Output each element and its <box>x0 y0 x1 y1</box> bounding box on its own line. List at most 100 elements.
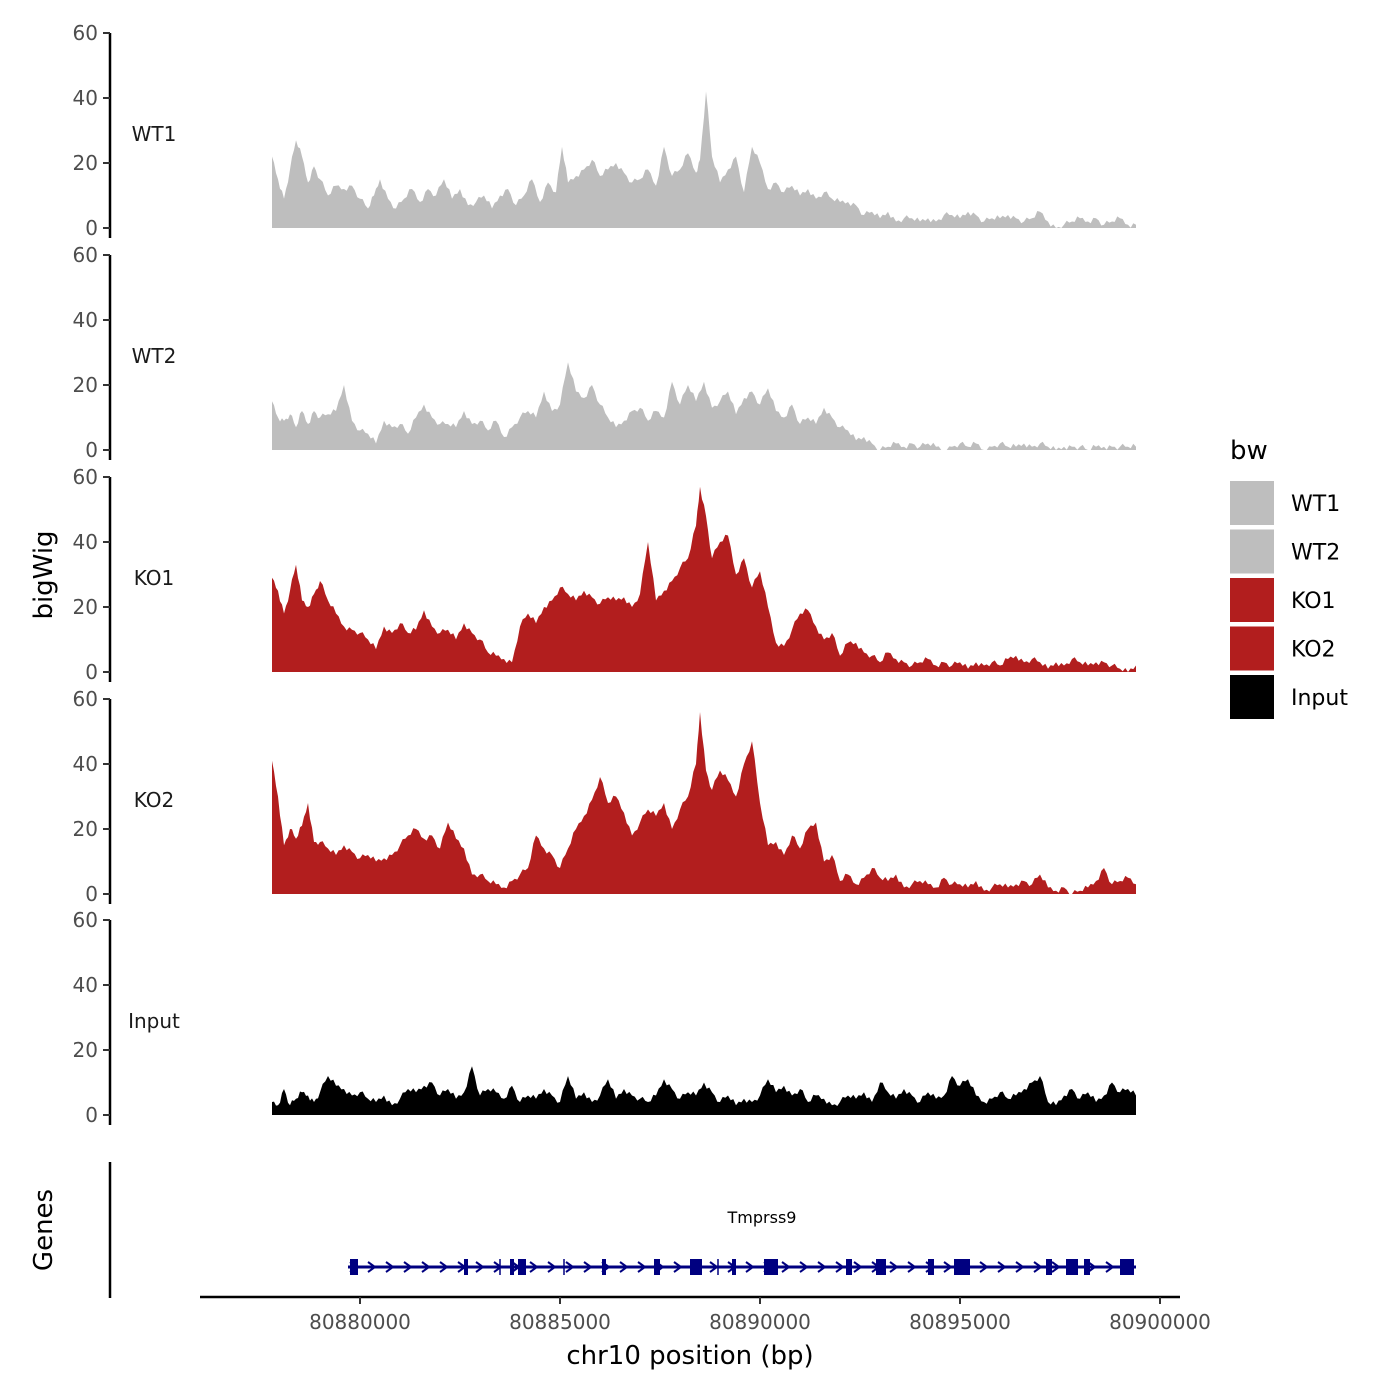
y-tick-label: 40 <box>73 973 98 997</box>
strand-arrow <box>529 1261 539 1273</box>
gene-exon <box>510 1259 514 1275</box>
gene-exon <box>1084 1259 1090 1275</box>
y-tick-label: 60 <box>73 687 98 711</box>
gene-exon <box>1120 1259 1134 1275</box>
gene-exon <box>1046 1259 1052 1275</box>
gene-exon <box>464 1259 468 1275</box>
track-label-wt2: WT2 <box>132 344 177 368</box>
gene-exon <box>732 1259 736 1275</box>
gene-exon <box>602 1259 606 1275</box>
tracks-layer: 0 20 40 60 WT1 0 20 40 60 WT2 0 20 40 60 KO1 0 20 40 60 KO2… <box>73 21 1136 1127</box>
strand-arrow <box>1105 1261 1115 1273</box>
track-ko2: 0 20 40 60 KO2 <box>73 687 1136 906</box>
gene-exon <box>764 1259 778 1275</box>
legend-label-ko2: KO2 <box>1291 638 1336 663</box>
strand-arrow <box>403 1261 413 1273</box>
y-tick-label: 20 <box>73 1038 98 1062</box>
y-tick-label: 40 <box>73 86 98 110</box>
y-tick-label: 0 <box>85 216 98 240</box>
track-label-input: Input <box>128 1009 180 1033</box>
strand-arrow <box>439 1261 449 1273</box>
gene-name-label: Tmprss9 <box>727 1208 797 1227</box>
strand-arrow <box>619 1261 629 1273</box>
legend-swatch-ko2 <box>1230 626 1274 671</box>
y-tick-label: 40 <box>73 308 98 332</box>
legend-swatch-input <box>1230 675 1274 719</box>
strand-arrow <box>853 1261 863 1273</box>
x-axis: 80880000 80885000 80890000 80895000 80900000 <box>200 1295 1211 1334</box>
gene-exon <box>846 1259 852 1275</box>
gene-exon <box>928 1259 934 1275</box>
x-tick-label: 80880000 <box>309 1310 411 1334</box>
x-tick-label: 80890000 <box>709 1310 811 1334</box>
strand-arrow <box>907 1261 917 1273</box>
x-tick-label: 80895000 <box>909 1310 1011 1334</box>
gene-exon <box>654 1259 660 1275</box>
y-tick-label: 60 <box>73 465 98 489</box>
gene-exon <box>876 1259 886 1275</box>
track-ko1: 0 20 40 60 KO1 <box>73 465 1136 684</box>
y-tick-label: 20 <box>73 817 98 841</box>
track-label-ko2: KO2 <box>134 788 175 812</box>
y-tick-label: 20 <box>73 595 98 619</box>
genes-track: Tmprss9 <box>108 1162 1136 1298</box>
y-tick-label: 40 <box>73 530 98 554</box>
area-ko1 <box>272 486 1136 672</box>
strand-arrow <box>799 1261 809 1273</box>
strand-arrow <box>583 1261 593 1273</box>
legend-title: bw <box>1230 436 1268 466</box>
strand-arrow <box>1051 1261 1061 1273</box>
strand-arrow <box>565 1261 575 1273</box>
legend-label-input: Input <box>1291 686 1348 711</box>
y-tick-label: 60 <box>73 908 98 932</box>
strand-arrow <box>1087 1261 1097 1273</box>
x-axis-title: chr10 position (bp) <box>566 1341 813 1371</box>
y-tick-label: 40 <box>73 752 98 776</box>
track-label-wt1: WT1 <box>132 122 177 146</box>
area-input <box>272 1066 1136 1115</box>
strand-arrow <box>493 1261 503 1273</box>
legend: bw WT1 WT2 KO1 KO2 Input <box>1230 436 1348 719</box>
gene-exon <box>1066 1259 1078 1275</box>
area-ko2 <box>272 712 1136 894</box>
y-axis-title: bigWig <box>29 530 59 619</box>
strand-arrow <box>547 1261 557 1273</box>
strand-arrow <box>637 1261 647 1273</box>
y-tick-label: 0 <box>85 882 98 906</box>
strand-arrow <box>673 1261 683 1273</box>
strand-arrow <box>385 1261 395 1273</box>
x-tick-label: 80900000 <box>1109 1310 1211 1334</box>
strand-arrow <box>889 1261 899 1273</box>
strand-arrow <box>709 1261 719 1273</box>
y-tick-label: 20 <box>73 151 98 175</box>
strand-arrow <box>367 1261 377 1273</box>
gene-exon <box>350 1259 358 1275</box>
y-tick-label: 60 <box>73 243 98 267</box>
strand-arrow <box>475 1261 485 1273</box>
strand-arrow <box>1015 1261 1025 1273</box>
gene-exon <box>954 1259 970 1275</box>
area-wt1 <box>272 91 1136 228</box>
gene-exon <box>518 1259 526 1275</box>
strand-arrow <box>1033 1261 1043 1273</box>
strand-arrow <box>817 1261 827 1273</box>
genes-axis-title: Genes <box>29 1189 59 1271</box>
track-input: 0 20 40 60 Input <box>73 908 1136 1127</box>
legend-label-wt2: WT2 <box>1291 541 1340 566</box>
legend-swatch-wt2 <box>1230 529 1274 574</box>
track-wt1: 0 20 40 60 WT1 <box>73 21 1136 240</box>
strand-arrow <box>421 1261 431 1273</box>
legend-swatch-ko1 <box>1230 578 1274 622</box>
area-wt2 <box>272 362 1136 450</box>
y-tick-label: 20 <box>73 373 98 397</box>
track-wt2: 0 20 40 60 WT2 <box>73 243 1136 462</box>
y-tick-label: 0 <box>85 660 98 684</box>
strand-arrow <box>745 1261 755 1273</box>
strand-arrow <box>835 1261 845 1273</box>
y-tick-label: 0 <box>85 438 98 462</box>
legend-label-wt1: WT1 <box>1291 492 1340 517</box>
track-label-ko1: KO1 <box>134 566 175 590</box>
legend-swatch-wt1 <box>1230 481 1274 525</box>
y-tick-label: 0 <box>85 1103 98 1127</box>
